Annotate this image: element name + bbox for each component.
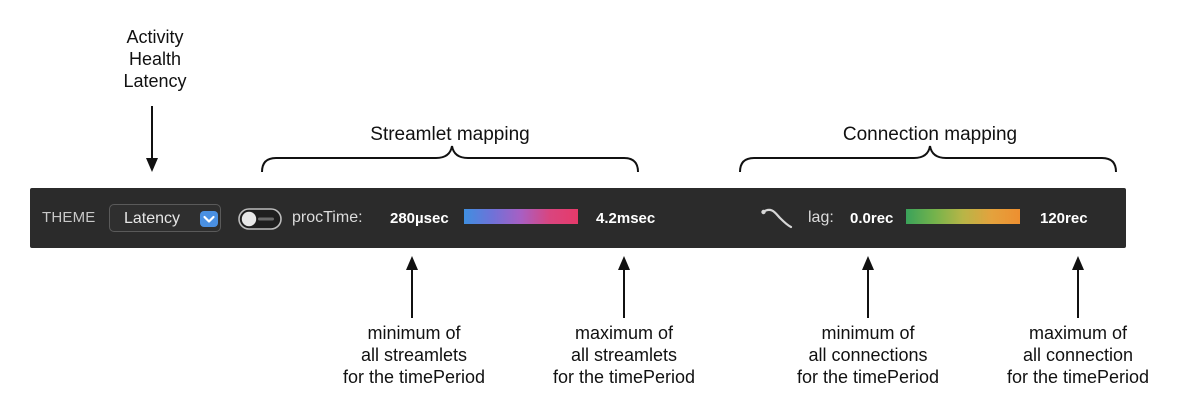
toggle-switch-icon[interactable] <box>238 208 282 230</box>
toolbar: THEME Latency procTime: 280µsec 4.2msec … <box>30 188 1126 248</box>
streamlet-min-line-1: minimum of <box>367 323 461 343</box>
connection-min-line-2: all connections <box>808 345 928 365</box>
connection-max-arrow <box>1072 256 1084 318</box>
lag-min-value: 0.0rec <box>850 210 894 227</box>
connection-min-arrow <box>862 256 874 318</box>
proc-time-gradient-bar <box>464 209 578 224</box>
theme-arrow <box>146 106 158 172</box>
streamlet-max-annotation: maximum of all streamlets for the timePe… <box>524 322 724 388</box>
streamlet-min-line-2: all streamlets <box>360 345 468 365</box>
streamlet-max-line-2: all streamlets <box>570 345 678 365</box>
theme-label: THEME <box>42 209 96 226</box>
proc-time-label: procTime: <box>292 209 363 226</box>
streamlet-brace <box>261 145 639 173</box>
lag-label: lag: <box>808 209 834 226</box>
streamlet-max-line-3: for the timePeriod <box>552 367 696 387</box>
connection-max-line-1: maximum of <box>1028 323 1127 343</box>
connection-max-annotation: maximum of all connection for the timePe… <box>988 322 1168 388</box>
connection-min-line-3: for the timePeriod <box>796 367 940 387</box>
connection-curve-icon <box>761 208 793 229</box>
connection-brace <box>739 145 1117 173</box>
lag-gradient-bar <box>906 209 1020 224</box>
theme-select-value: Latency <box>124 210 181 227</box>
theme-option-latency: Latency <box>123 71 187 91</box>
chevron-down-icon <box>200 211 218 227</box>
streamlet-mapping-label: Streamlet mapping <box>370 124 530 145</box>
theme-select[interactable]: Latency <box>109 204 221 232</box>
theme-option-activity: Activity <box>126 27 184 47</box>
streamlet-min-arrow <box>406 256 418 318</box>
proc-time-max-value: 4.2msec <box>596 210 656 227</box>
lag-max-value: 120rec <box>1040 210 1088 227</box>
proc-time-min-value: 280µsec <box>390 210 449 227</box>
theme-option-health: Health <box>128 49 182 69</box>
connection-max-line-2: all connection <box>1022 345 1134 365</box>
connection-mapping-label: Connection mapping <box>842 124 1018 145</box>
streamlet-min-annotation: minimum of all streamlets for the timePe… <box>314 322 514 388</box>
theme-options-annotation: Activity Health Latency <box>100 26 210 92</box>
connection-min-annotation: minimum of all connections for the timeP… <box>768 322 968 388</box>
streamlet-max-arrow <box>618 256 630 318</box>
connection-max-line-3: for the timePeriod <box>1006 367 1150 387</box>
streamlet-max-line-1: maximum of <box>574 323 673 343</box>
connection-min-line-1: minimum of <box>821 323 915 343</box>
streamlet-min-line-3: for the timePeriod <box>342 367 486 387</box>
